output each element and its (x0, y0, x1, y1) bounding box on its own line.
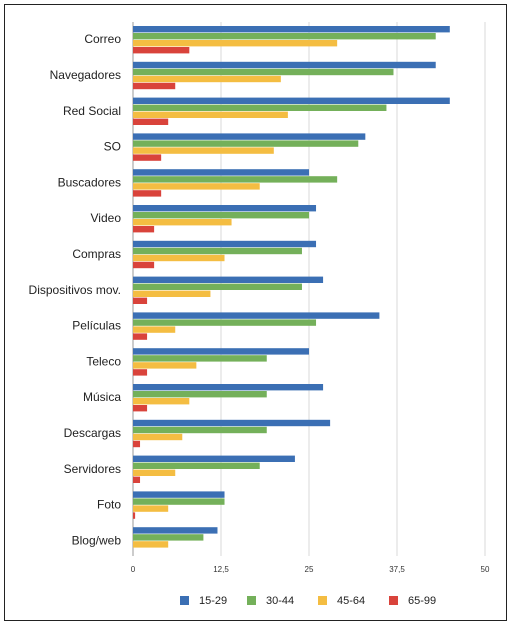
bar (133, 512, 136, 519)
legend: 15-29 30-44 45-64 65-99 (180, 595, 436, 607)
bar (133, 419, 331, 427)
bar (133, 183, 260, 190)
x-tick-label: 37,5 (389, 565, 405, 574)
category-label: Descargas (64, 426, 121, 440)
bar (133, 147, 274, 154)
bar (133, 33, 436, 40)
category-label: Red Social (63, 104, 121, 118)
category-label: Video (91, 211, 122, 225)
x-tick-label: 50 (481, 565, 490, 574)
bar (133, 104, 387, 111)
bar (133, 61, 436, 69)
category-label: Buscadores (58, 175, 121, 189)
bar (133, 261, 155, 269)
bar (133, 297, 148, 304)
bar (133, 384, 324, 391)
bar (133, 319, 317, 326)
bar (133, 391, 267, 398)
bar (133, 355, 267, 362)
bar (133, 26, 450, 33)
bar (133, 47, 190, 54)
bar (133, 505, 169, 512)
x-tick-label: 0 (131, 565, 136, 574)
bar (133, 240, 317, 248)
bar (133, 140, 359, 147)
bar (133, 405, 148, 412)
category-label: Dispositivos mov. (29, 283, 121, 297)
bar (133, 476, 141, 483)
category-label: Música (83, 390, 121, 404)
bar (133, 455, 295, 462)
bar (133, 118, 169, 125)
bar (133, 469, 176, 476)
legend-label: 15-29 (199, 595, 227, 607)
bar (133, 254, 225, 262)
legend-label: 45-64 (337, 595, 365, 607)
category-label: Correo (84, 32, 121, 46)
bar (133, 190, 162, 197)
bar (133, 527, 218, 534)
bar (133, 541, 169, 548)
x-tick-label: 25 (305, 565, 314, 574)
legend-swatch (247, 596, 256, 605)
category-label: Teleco (86, 354, 121, 368)
bar (133, 498, 225, 505)
x-tick-labels: 0 12,5 25 37,5 50 (131, 565, 490, 574)
bar (133, 534, 204, 541)
bar (133, 362, 197, 369)
bar (133, 205, 317, 212)
bar (133, 433, 183, 441)
x-tick-label: 12,5 (213, 565, 229, 574)
bar (133, 398, 190, 405)
legend-swatch (180, 596, 189, 605)
bar (133, 40, 338, 47)
legend-swatch (318, 596, 327, 605)
bar (133, 176, 338, 183)
category-label: Servidores (64, 462, 121, 476)
bar (133, 154, 162, 161)
bar (133, 97, 450, 104)
category-labels: Correo Navegadores Red Social SO Buscadores V… (29, 32, 122, 547)
bar (133, 247, 302, 255)
bar (133, 333, 148, 340)
bar (133, 226, 155, 233)
legend-label: 65-99 (408, 595, 436, 607)
category-label: SO (104, 140, 121, 154)
bar (133, 133, 366, 140)
bar (133, 111, 288, 118)
bar (133, 290, 211, 297)
category-label: Foto (97, 498, 121, 512)
legend-label: 30-44 (266, 595, 294, 607)
bar (133, 219, 232, 226)
category-label: Blog/web (72, 533, 122, 547)
bar (133, 68, 394, 76)
bar (133, 169, 309, 176)
bar (133, 369, 148, 376)
bar (133, 491, 225, 498)
category-label: Navegadores (50, 68, 121, 82)
bar (133, 426, 267, 434)
bars (133, 26, 450, 548)
bar (133, 348, 309, 355)
legend-swatch (389, 596, 398, 605)
bar (133, 283, 302, 290)
bar (133, 276, 324, 283)
category-label: Compras (72, 247, 121, 261)
bar (133, 75, 281, 83)
bar (133, 312, 380, 319)
bar (133, 82, 176, 90)
bar (133, 212, 309, 219)
bar (133, 326, 176, 333)
bar (133, 462, 260, 469)
bar (133, 440, 141, 448)
category-label: Películas (72, 319, 121, 333)
